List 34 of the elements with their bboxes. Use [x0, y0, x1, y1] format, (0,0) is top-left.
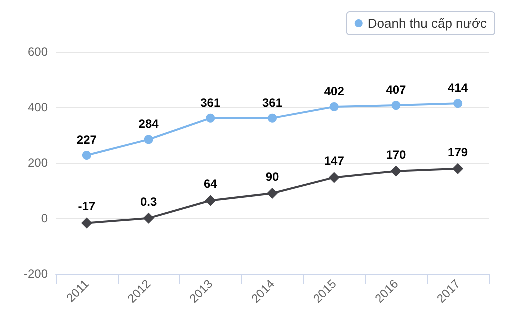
point: [206, 114, 216, 123]
point: [390, 166, 402, 177]
data-label: 407: [386, 83, 407, 98]
y-tick-label: 600: [28, 45, 48, 59]
point: [454, 99, 463, 108]
data-label: 361: [262, 96, 283, 110]
data-label: 0.3: [140, 194, 158, 209]
point: [143, 212, 154, 224]
data-label: 170: [386, 148, 407, 162]
y-tick-label: -200: [24, 267, 48, 281]
data-label: 284: [138, 117, 160, 132]
point: [328, 172, 340, 184]
y-tick-label: 200: [28, 156, 48, 170]
point: [81, 218, 92, 229]
point: [205, 195, 216, 206]
point: [330, 102, 339, 112]
data-label: 361: [200, 96, 221, 110]
y-tick-label: 0: [41, 212, 48, 226]
data-label: 414: [448, 81, 468, 96]
point: [452, 163, 464, 174]
point: [267, 188, 278, 200]
point: [144, 135, 154, 144]
data-label: 147: [324, 154, 345, 168]
y-tick-label: 400: [28, 100, 48, 114]
data-label: 179: [448, 145, 468, 160]
point: [82, 151, 92, 160]
legend-label: Doanh thu cấp nước: [368, 16, 488, 31]
point: [392, 101, 401, 110]
data-label: 402: [324, 84, 345, 98]
data-label: 90: [266, 170, 280, 184]
data-label: -17: [78, 200, 96, 214]
data-label: 227: [76, 133, 98, 148]
point: [268, 114, 277, 123]
data-label: 64: [204, 177, 218, 192]
